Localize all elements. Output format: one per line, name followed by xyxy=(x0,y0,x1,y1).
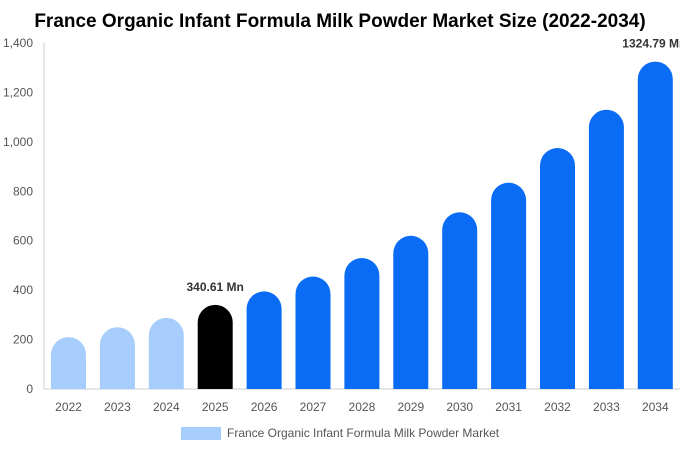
chart-title: France Organic Infant Formula Milk Powde… xyxy=(34,11,645,32)
data-label-2025: 340.61 Mn xyxy=(187,280,244,294)
x-tick-label: 2023 xyxy=(104,400,131,414)
bar-2025[interactable] xyxy=(197,304,233,389)
bar-2033[interactable] xyxy=(588,109,624,389)
bar-2031[interactable] xyxy=(491,182,527,389)
bars xyxy=(51,61,673,389)
legend-swatch xyxy=(181,427,221,440)
bar-2023[interactable] xyxy=(99,327,135,389)
x-tick-label: 2028 xyxy=(349,400,376,414)
bar-2032[interactable] xyxy=(540,148,575,389)
y-tick-label: 0 xyxy=(26,382,33,396)
bar-2024[interactable] xyxy=(148,317,184,389)
bar-2022[interactable] xyxy=(51,337,86,389)
x-tick-label: 2034 xyxy=(642,400,669,414)
y-tick-label: 1,200 xyxy=(3,85,33,99)
bar-2030[interactable] xyxy=(442,212,478,389)
y-tick-label: 1,000 xyxy=(3,135,33,149)
bar-2029[interactable] xyxy=(393,235,429,389)
y-axis: 0 200 400 600 800 1,000 1,200 1,400 xyxy=(3,36,45,396)
data-labels: 340.61 Mn 1324.79 Mn xyxy=(187,37,680,294)
y-tick-label: 600 xyxy=(13,234,33,248)
legend-label: France Organic Infant Formula Milk Powde… xyxy=(227,426,500,440)
x-tick-label: 2030 xyxy=(446,400,473,414)
x-tick-label: 2032 xyxy=(544,400,571,414)
bar-2026[interactable] xyxy=(246,291,282,389)
x-tick-label: 2027 xyxy=(300,400,327,414)
x-tick-label: 2026 xyxy=(251,400,278,414)
y-tick-label: 1,400 xyxy=(3,36,33,50)
y-tick-label: 800 xyxy=(13,184,33,198)
x-tick-label: 2029 xyxy=(397,400,424,414)
x-tick-label: 2033 xyxy=(593,400,620,414)
legend[interactable]: France Organic Infant Formula Milk Powde… xyxy=(181,426,500,440)
bar-2034[interactable] xyxy=(637,61,673,389)
y-tick-label: 200 xyxy=(13,333,33,347)
x-axis: 2022 2023 2024 2025 2026 2027 2028 2029 2030 2031… xyxy=(44,388,680,414)
x-tick-label: 2022 xyxy=(55,400,82,414)
bar-2028[interactable] xyxy=(344,258,380,389)
bar-2027[interactable] xyxy=(295,276,331,389)
x-tick-label: 2025 xyxy=(202,400,229,414)
x-tick-label: 2024 xyxy=(153,400,180,414)
data-label-2034: 1324.79 Mn xyxy=(622,37,680,51)
y-tick-label: 400 xyxy=(13,283,33,297)
x-tick-label: 2031 xyxy=(495,400,522,414)
